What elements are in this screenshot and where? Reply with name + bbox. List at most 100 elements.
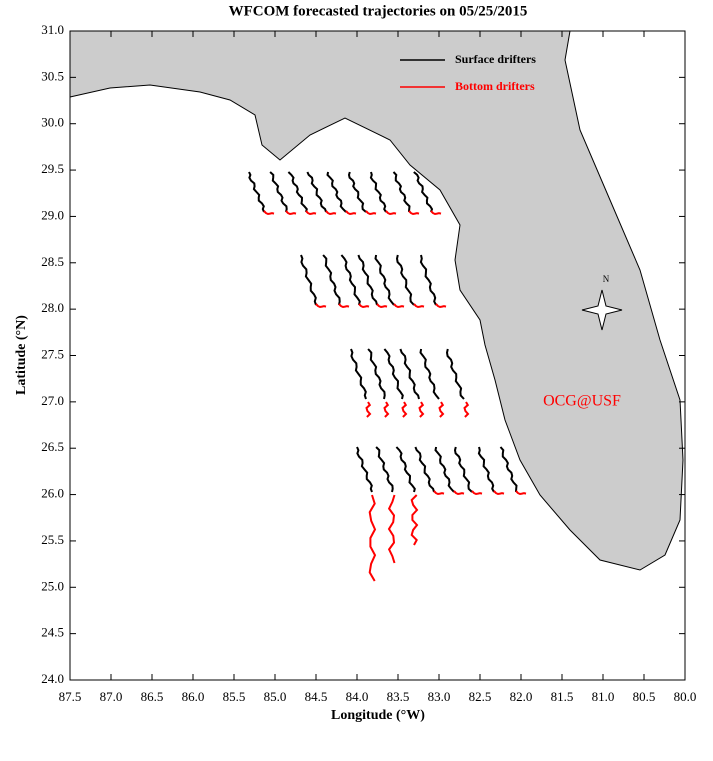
surface-track xyxy=(369,171,387,213)
compass: N xyxy=(581,274,623,331)
surface-track xyxy=(300,254,317,306)
y-tick-label: 26.5 xyxy=(41,439,64,454)
bottom-track xyxy=(418,401,425,418)
bottom-track xyxy=(401,401,408,418)
bottom-track xyxy=(410,494,419,546)
bottom-track xyxy=(358,303,370,309)
y-tick-label: 24.0 xyxy=(41,671,64,686)
surface-track xyxy=(374,254,395,306)
surface-track xyxy=(375,446,394,493)
bottom-track xyxy=(408,210,420,216)
surface-track xyxy=(350,348,367,400)
x-tick-label: 82.0 xyxy=(510,689,533,704)
bottom-track xyxy=(365,401,372,418)
bottom-track xyxy=(345,210,357,216)
surface-track xyxy=(322,254,341,306)
annotation: OCG@USF xyxy=(543,393,621,410)
surface-track xyxy=(248,171,265,213)
x-tick-label: 80.0 xyxy=(674,689,697,704)
surface-track xyxy=(453,446,473,493)
bottom-track xyxy=(413,303,425,309)
bottom-track xyxy=(453,490,465,496)
surface-track xyxy=(419,348,440,400)
surface-track xyxy=(419,254,437,306)
y-tick-label: 26.0 xyxy=(41,486,64,501)
surface-track xyxy=(326,171,347,213)
bottom-track xyxy=(393,303,405,309)
surface-track xyxy=(306,171,327,213)
surface-track xyxy=(287,171,308,213)
y-tick-label: 29.5 xyxy=(41,161,64,176)
surface-track xyxy=(399,348,420,400)
legend-label: Surface drifters xyxy=(455,52,536,66)
surface-track xyxy=(392,171,411,213)
bottom-track xyxy=(325,210,337,216)
y-tick-label: 30.5 xyxy=(41,68,64,83)
y-tick-label: 27.0 xyxy=(41,393,64,408)
x-tick-label: 82.5 xyxy=(469,689,492,704)
x-tick-label: 85.5 xyxy=(223,689,246,704)
x-tick-label: 86.0 xyxy=(182,689,205,704)
y-tick-label: 24.5 xyxy=(41,625,64,640)
bottom-track xyxy=(376,303,388,309)
x-tick-label: 84.5 xyxy=(305,689,328,704)
bottom-track xyxy=(315,303,327,309)
surface-track xyxy=(477,446,495,493)
surface-track xyxy=(356,446,373,493)
bottom-track xyxy=(463,401,470,418)
bottom-track xyxy=(438,401,445,418)
y-tick-label: 29.0 xyxy=(41,207,64,222)
surface-track xyxy=(347,171,367,213)
surface-track xyxy=(445,348,465,400)
compass-label: N xyxy=(603,274,610,284)
surface-track xyxy=(413,171,434,213)
bottom-track xyxy=(433,490,445,496)
y-axis-label: Latitude (°N) xyxy=(14,315,29,395)
surface-track xyxy=(357,254,378,306)
surface-track xyxy=(367,348,386,400)
surface-track xyxy=(340,254,361,306)
bottom-track xyxy=(338,303,350,309)
surface-track xyxy=(434,446,455,493)
x-tick-label: 80.5 xyxy=(633,689,656,704)
bottom-track xyxy=(305,210,317,216)
y-tick-label: 25.0 xyxy=(41,578,64,593)
y-tick-label: 31.0 xyxy=(41,22,64,37)
x-tick-label: 81.5 xyxy=(551,689,574,704)
bottom-track xyxy=(368,494,377,582)
surface-track xyxy=(414,446,435,493)
title: WFCOM forecasted trajectories on 05/25/2… xyxy=(229,3,528,19)
x-tick-label: 83.0 xyxy=(428,689,451,704)
bottom-track xyxy=(387,494,396,564)
legend-label: Bottom drifters xyxy=(455,79,535,93)
bottom-track xyxy=(383,401,390,418)
x-tick-label: 86.5 xyxy=(141,689,164,704)
bottom-track xyxy=(365,210,377,216)
bottom-track xyxy=(435,303,447,309)
surface-track xyxy=(269,171,288,213)
surface-track xyxy=(383,348,404,400)
bottom-track xyxy=(430,210,442,216)
bottom-track xyxy=(471,490,483,496)
x-tick-label: 81.0 xyxy=(592,689,615,704)
x-tick-label: 87.5 xyxy=(59,689,82,704)
land xyxy=(69,30,684,571)
trajectories xyxy=(248,171,527,582)
y-tick-label: 25.5 xyxy=(41,532,64,547)
x-tick-label: 84.0 xyxy=(346,689,369,704)
y-tick-label: 28.0 xyxy=(41,300,64,315)
y-tick-label: 30.0 xyxy=(41,115,64,130)
surface-track xyxy=(395,446,416,493)
surface-track xyxy=(395,254,415,306)
x-tick-label: 87.0 xyxy=(100,689,123,704)
y-tick-label: 27.5 xyxy=(41,346,64,361)
bottom-track xyxy=(385,210,397,216)
bottom-track xyxy=(285,210,297,216)
bottom-track xyxy=(263,210,275,216)
x-tick-label: 83.5 xyxy=(387,689,410,704)
bottom-track xyxy=(493,490,505,496)
surface-track xyxy=(499,446,518,493)
bottom-track xyxy=(515,490,527,496)
y-tick-label: 28.5 xyxy=(41,254,64,269)
